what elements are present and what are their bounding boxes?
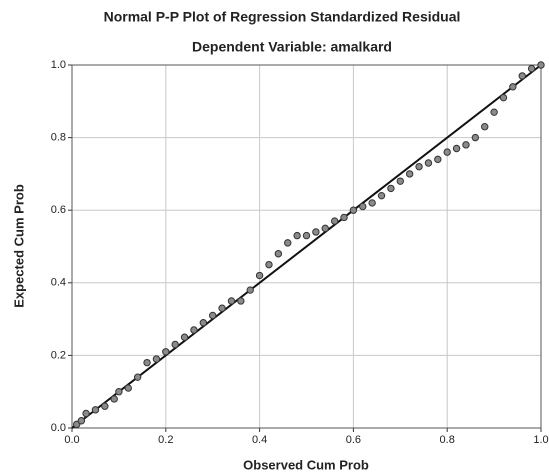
y-axis-label: Expected Cum Prob <box>11 184 26 308</box>
point <box>510 84 516 90</box>
y-tick-label: 0.4 <box>51 277 66 289</box>
point <box>181 334 187 340</box>
point <box>111 396 117 402</box>
y-tick-label: 0.8 <box>51 132 66 144</box>
x-tick-label: 1.0 <box>533 434 548 446</box>
point <box>219 305 225 311</box>
point <box>341 214 347 220</box>
point <box>350 207 356 213</box>
point <box>228 298 234 304</box>
y-tick-label: 0.0 <box>51 422 66 434</box>
point <box>266 261 272 267</box>
background <box>0 0 549 475</box>
chart: Normal P-P Plot of Regression Standardiz… <box>0 0 549 475</box>
point <box>83 410 89 416</box>
point <box>238 298 244 304</box>
point <box>163 349 169 355</box>
point <box>453 145 459 151</box>
point <box>360 203 366 209</box>
point <box>435 156 441 162</box>
point <box>416 163 422 169</box>
x-tick-label: 0.0 <box>64 434 79 446</box>
point <box>303 232 309 238</box>
x-tick-label: 0.6 <box>346 434 361 446</box>
point <box>275 251 281 257</box>
chart-title: Normal P-P Plot of Regression Standardiz… <box>104 9 461 25</box>
point <box>369 200 375 206</box>
point <box>528 65 534 71</box>
point <box>92 407 98 413</box>
point <box>172 341 178 347</box>
point <box>482 124 488 130</box>
point <box>285 240 291 246</box>
point <box>102 403 108 409</box>
point <box>256 272 262 278</box>
point <box>378 192 384 198</box>
x-tick-label: 0.8 <box>440 434 455 446</box>
point <box>247 287 253 293</box>
point <box>153 356 159 362</box>
point <box>134 374 140 380</box>
chart-subtitle: Dependent Variable: amalkard <box>192 39 392 55</box>
y-tick-label: 1.0 <box>51 59 66 71</box>
point <box>538 62 544 68</box>
x-tick-label: 0.2 <box>158 434 173 446</box>
point <box>78 418 84 424</box>
point <box>294 232 300 238</box>
y-tick-label: 0.2 <box>51 349 66 361</box>
point <box>125 385 131 391</box>
point <box>425 160 431 166</box>
point <box>388 185 394 191</box>
point <box>313 229 319 235</box>
point <box>116 389 122 395</box>
point <box>397 178 403 184</box>
point <box>210 312 216 318</box>
point <box>200 320 206 326</box>
point <box>144 359 150 365</box>
x-axis-label: Observed Cum Prob <box>243 457 369 472</box>
point <box>519 73 525 79</box>
point <box>331 218 337 224</box>
point <box>444 149 450 155</box>
point <box>463 142 469 148</box>
point <box>406 171 412 177</box>
x-tick-label: 0.4 <box>252 434 267 446</box>
point <box>491 109 497 115</box>
y-tick-label: 0.6 <box>51 204 66 216</box>
point <box>472 134 478 140</box>
point <box>500 94 506 100</box>
point <box>322 225 328 231</box>
point <box>191 327 197 333</box>
